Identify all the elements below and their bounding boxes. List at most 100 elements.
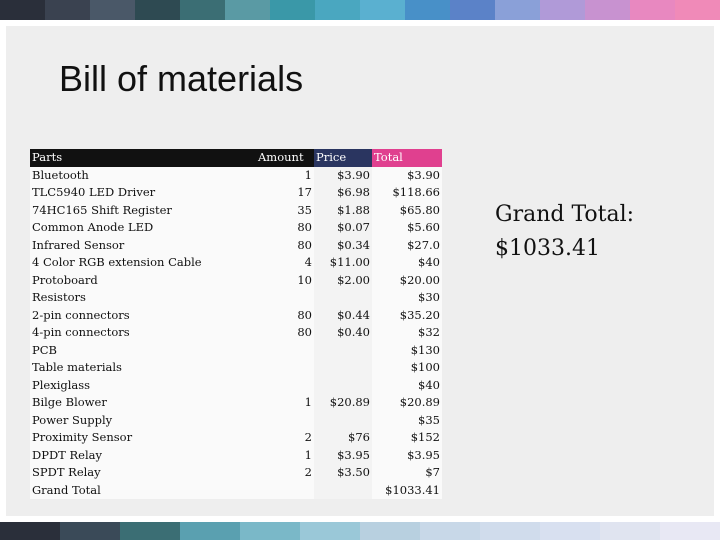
- part-cell: Infrared Sensor: [30, 236, 256, 254]
- top-stripe-segment: [135, 0, 180, 20]
- price-cell: [314, 411, 372, 429]
- price-cell: $0.40: [314, 324, 372, 342]
- part-cell: Common Anode LED: [30, 219, 256, 237]
- top-color-stripe: [0, 0, 720, 20]
- table-row: Common Anode LED 80 $0.07 $5.60: [30, 219, 442, 237]
- table-row: 4 Color RGB extension Cable 4 $11.00 $40: [30, 254, 442, 272]
- price-cell: $20.89: [314, 394, 372, 412]
- total-cell: $3.95: [372, 446, 442, 464]
- top-stripe-segment: [45, 0, 90, 20]
- total-cell: $35.20: [372, 306, 442, 324]
- amount-cell: 80: [256, 324, 314, 342]
- total-cell: $1033.41: [372, 481, 442, 499]
- part-cell: Plexiglass: [30, 376, 256, 394]
- bottom-stripe-segment: [60, 522, 120, 540]
- amount-cell: [256, 359, 314, 377]
- amount-cell: 1: [256, 394, 314, 412]
- total-cell: $40: [372, 254, 442, 272]
- part-cell: Bilge Blower: [30, 394, 256, 412]
- bottom-stripe-segment: [120, 522, 180, 540]
- header-parts: Parts: [30, 149, 256, 167]
- total-cell: $118.66: [372, 184, 442, 202]
- top-stripe-segment: [405, 0, 450, 20]
- top-stripe-segment: [360, 0, 405, 20]
- table-row: 74HC165 Shift Register 35 $1.88 $65.80: [30, 201, 442, 219]
- bottom-stripe-segment: [480, 522, 540, 540]
- part-cell: Proximity Sensor: [30, 429, 256, 447]
- top-stripe-segment: [495, 0, 540, 20]
- total-cell: $152: [372, 429, 442, 447]
- top-stripe-segment: [180, 0, 225, 20]
- amount-cell: [256, 481, 314, 499]
- table-row: Proximity Sensor 2 $76 $152: [30, 429, 442, 447]
- part-cell: DPDT Relay: [30, 446, 256, 464]
- price-cell: [314, 359, 372, 377]
- price-cell: $6.98: [314, 184, 372, 202]
- total-cell: $65.80: [372, 201, 442, 219]
- table-row: Plexiglass $40: [30, 376, 442, 394]
- table-row: Grand Total $1033.41: [30, 481, 442, 499]
- amount-cell: 2: [256, 464, 314, 482]
- part-cell: Grand Total: [30, 481, 256, 499]
- part-cell: 74HC165 Shift Register: [30, 201, 256, 219]
- total-cell: $20.00: [372, 271, 442, 289]
- total-cell: $35: [372, 411, 442, 429]
- amount-cell: 1: [256, 166, 314, 184]
- table-row: SPDT Relay 2 $3.50 $7: [30, 464, 442, 482]
- price-cell: $3.50: [314, 464, 372, 482]
- bottom-stripe-segment: [600, 522, 660, 540]
- price-cell: $2.00: [314, 271, 372, 289]
- bottom-stripe-segment: [180, 522, 240, 540]
- header-amount: Amount: [256, 149, 314, 167]
- bill-of-materials-table: Parts Amount Price Total Bluetooth 1 $3.90…: [30, 149, 442, 499]
- table-row: DPDT Relay 1 $3.95 $3.95: [30, 446, 442, 464]
- top-stripe-segment: [540, 0, 585, 20]
- top-stripe-segment: [0, 0, 45, 20]
- part-cell: Protoboard: [30, 271, 256, 289]
- part-cell: Table materials: [30, 359, 256, 377]
- price-cell: $3.95: [314, 446, 372, 464]
- part-cell: 4-pin connectors: [30, 324, 256, 342]
- price-cell: [314, 289, 372, 307]
- total-cell: $20.89: [372, 394, 442, 412]
- top-stripe-segment: [270, 0, 315, 20]
- table-row: TLC5940 LED Driver 17 $6.98 $118.66: [30, 184, 442, 202]
- header-total: Total: [372, 149, 442, 167]
- part-cell: TLC5940 LED Driver: [30, 184, 256, 202]
- table-header-row: Parts Amount Price Total: [30, 149, 442, 167]
- total-cell: $130: [372, 341, 442, 359]
- table-row: Bilge Blower 1 $20.89 $20.89: [30, 394, 442, 412]
- top-stripe-segment: [225, 0, 270, 20]
- price-cell: [314, 341, 372, 359]
- part-cell: Resistors: [30, 289, 256, 307]
- price-cell: $11.00: [314, 254, 372, 272]
- amount-cell: 10: [256, 271, 314, 289]
- total-cell: $27.0: [372, 236, 442, 254]
- price-cell: $76: [314, 429, 372, 447]
- bottom-stripe-segment: [660, 522, 720, 540]
- total-cell: $3.90: [372, 166, 442, 184]
- grand-total-callout: Grand Total: $1033.41: [495, 198, 634, 266]
- total-cell: $30: [372, 289, 442, 307]
- table-row: PCB $130: [30, 341, 442, 359]
- grand-total-label: Grand Total:: [495, 202, 635, 227]
- price-cell: $3.90: [314, 166, 372, 184]
- top-stripe-segment: [315, 0, 360, 20]
- table-row: Infrared Sensor 80 $0.34 $27.0: [30, 236, 442, 254]
- top-stripe-segment: [450, 0, 495, 20]
- amount-cell: [256, 376, 314, 394]
- amount-cell: [256, 411, 314, 429]
- table-row: Table materials $100: [30, 359, 442, 377]
- table-row: 2-pin connectors 80 $0.44 $35.20: [30, 306, 442, 324]
- header-price: Price: [314, 149, 372, 167]
- price-cell: $0.44: [314, 306, 372, 324]
- slide-title: Bill of materials: [59, 58, 304, 99]
- price-cell: $0.34: [314, 236, 372, 254]
- amount-cell: 1: [256, 446, 314, 464]
- table-row: Protoboard 10 $2.00 $20.00: [30, 271, 442, 289]
- bottom-stripe-segment: [300, 522, 360, 540]
- price-cell: [314, 481, 372, 499]
- part-cell: Power Supply: [30, 411, 256, 429]
- total-cell: $40: [372, 376, 442, 394]
- price-cell: [314, 376, 372, 394]
